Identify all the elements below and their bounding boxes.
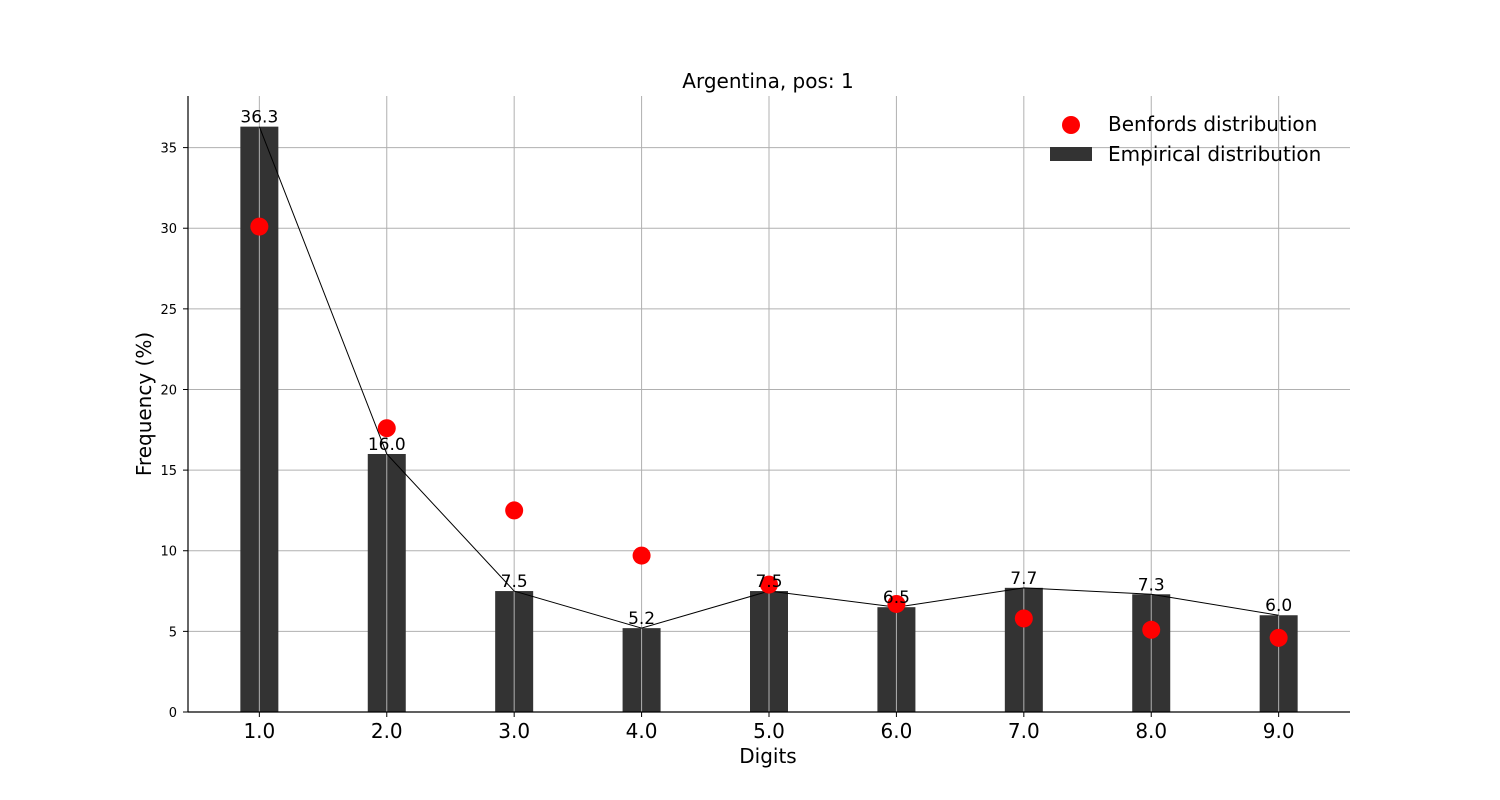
y-tick-label: 10 [160, 545, 177, 560]
x-tick-label: 8.0 [1135, 719, 1167, 743]
bar-value-label: 5.2 [628, 609, 655, 629]
y-tick-label: 0 [169, 706, 177, 721]
y-tick-label: 25 [160, 303, 177, 318]
bar-value-label: 16.0 [368, 435, 406, 455]
y-tick-label: 20 [160, 383, 177, 398]
point-benford [1142, 620, 1161, 639]
legend: Benfords distribution Empirical distribu… [1050, 112, 1321, 166]
point-benford [505, 501, 524, 520]
point-benford [1014, 609, 1033, 628]
point-benford [250, 217, 269, 236]
legend-marker-empirical [1050, 147, 1092, 161]
points-layer [250, 217, 1288, 647]
bar-value-label: 7.7 [1010, 569, 1037, 589]
x-tick-label: 4.0 [626, 719, 658, 743]
x-tick-label: 2.0 [371, 719, 403, 743]
legend-label-benford: Benfords distribution [1108, 112, 1317, 136]
axes-layer: 0 5 10 15 20 25 30 35 1.0 2.0 3.0 4.0 5.0 6.0 7.0 8.0 9.… [160, 96, 1350, 743]
bar-value-label: 7.3 [1138, 575, 1165, 595]
bar-value-label: 7.5 [755, 572, 782, 592]
bar-value-label: 6.5 [883, 588, 910, 608]
line-layer [258, 96, 1280, 712]
point-benford [887, 594, 906, 613]
legend-marker-benford [1062, 116, 1080, 134]
x-tick-label: 9.0 [1263, 719, 1295, 743]
x-tick-label: 1.0 [243, 719, 275, 743]
y-tick-label: 30 [160, 222, 177, 237]
x-tick-label: 6.0 [881, 719, 913, 743]
bar-value-label: 7.5 [501, 572, 528, 592]
x-tick-label: 7.0 [1008, 719, 1040, 743]
y-tick-label: 5 [169, 625, 177, 640]
x-tick-label: 3.0 [498, 719, 530, 743]
y-axis-label: Frequency (%) [132, 332, 156, 476]
y-tick-label: 15 [160, 464, 177, 479]
point-benford [1269, 628, 1288, 647]
labels-layer: 36.3 16.0 7.5 5.2 7.5 6.5 7.7 7.3 6.0 [240, 108, 1292, 630]
bar-value-label: 36.3 [240, 108, 278, 128]
point-benford [632, 546, 651, 565]
y-tick-label: 35 [160, 142, 177, 157]
legend-label-empirical: Empirical distribution [1108, 142, 1321, 166]
point-benford [760, 575, 778, 594]
point-benford [377, 419, 396, 438]
x-axis-label: Digits [739, 744, 796, 768]
bar-value-label: 6.0 [1265, 596, 1292, 616]
x-tick-label: 5.0 [753, 719, 785, 743]
chart-title: Argentina, pos: 1 [682, 69, 853, 93]
